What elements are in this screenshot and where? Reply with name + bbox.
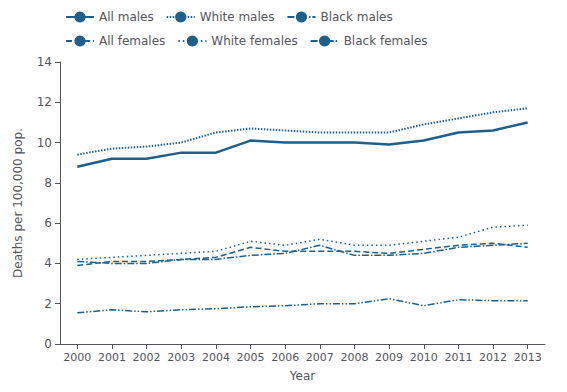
svg-text:Deaths per 100,000 pop.: Deaths per 100,000 pop. bbox=[11, 128, 25, 278]
svg-text:2002: 2002 bbox=[133, 351, 161, 364]
svg-text:4: 4 bbox=[44, 256, 52, 270]
svg-text:2009: 2009 bbox=[375, 351, 403, 364]
svg-text:2003: 2003 bbox=[167, 351, 195, 364]
svg-text:2004: 2004 bbox=[202, 351, 230, 364]
svg-text:0: 0 bbox=[44, 337, 52, 351]
svg-text:2011: 2011 bbox=[444, 351, 472, 364]
svg-text:All males: All males bbox=[99, 10, 154, 24]
svg-text:2005: 2005 bbox=[237, 351, 265, 364]
svg-text:White females: White females bbox=[211, 34, 297, 48]
svg-text:2001: 2001 bbox=[98, 351, 126, 364]
svg-text:2013: 2013 bbox=[514, 351, 542, 364]
svg-text:10: 10 bbox=[37, 136, 52, 150]
svg-text:2007: 2007 bbox=[306, 351, 334, 364]
svg-text:12: 12 bbox=[37, 95, 52, 109]
svg-text:2006: 2006 bbox=[271, 351, 299, 364]
svg-text:2008: 2008 bbox=[340, 351, 368, 364]
svg-text:All females: All females bbox=[99, 34, 165, 48]
svg-text:14: 14 bbox=[37, 55, 52, 69]
svg-text:8: 8 bbox=[44, 176, 52, 190]
svg-text:Black males: Black males bbox=[320, 10, 392, 24]
svg-text:6: 6 bbox=[44, 216, 52, 230]
svg-text:2: 2 bbox=[44, 297, 52, 311]
svg-text:Year: Year bbox=[289, 369, 315, 383]
svg-text:2010: 2010 bbox=[410, 351, 438, 364]
svg-text:Black females: Black females bbox=[344, 34, 428, 48]
svg-text:2000: 2000 bbox=[63, 351, 91, 364]
svg-text:2012: 2012 bbox=[479, 351, 507, 364]
svg-text:White males: White males bbox=[200, 10, 275, 24]
